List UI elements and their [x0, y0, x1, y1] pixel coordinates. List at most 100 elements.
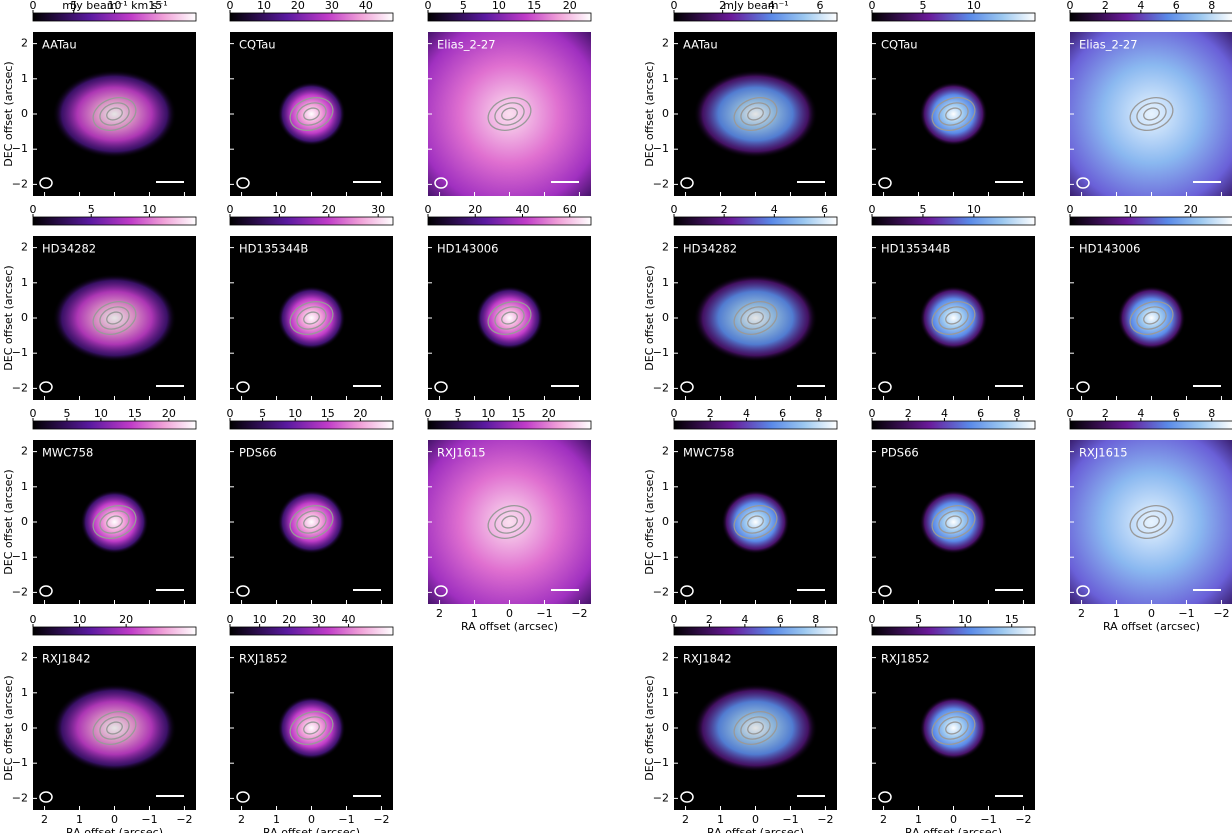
- panel-name: AATau: [683, 38, 718, 52]
- panel-name: HD135344B: [239, 242, 308, 256]
- beam: [878, 381, 892, 393]
- y-tick-label: 0: [662, 721, 669, 734]
- x-axis-label: RA offset (arcsec): [905, 826, 1002, 833]
- colorbar-tick-label: 2: [707, 407, 714, 420]
- contour: [99, 510, 130, 534]
- contour: [106, 515, 123, 529]
- contour: [931, 97, 976, 131]
- contour: [740, 102, 771, 126]
- colorbar-tick-label: 0: [869, 613, 876, 626]
- colorbar: [229, 420, 394, 430]
- y-tick-label: −1: [12, 346, 28, 359]
- contour: [92, 505, 137, 539]
- colorbar-label: mJy beam⁻¹ km s⁻¹: [62, 0, 167, 12]
- colorbar-tick-label: 10: [967, 0, 981, 12]
- x-tick-label: 1: [717, 813, 724, 826]
- emission: [1070, 440, 1232, 604]
- colorbar-tick-label: 4: [741, 613, 748, 626]
- colorbar-tick-label: 4: [1137, 0, 1144, 12]
- y-axis-label: DEC offset (arcsec): [2, 265, 15, 370]
- emission: [277, 696, 346, 760]
- colorbar-tick-label: 8: [1013, 407, 1020, 420]
- y-tick-label: −1: [12, 550, 28, 563]
- colorbar-tick-label: 6: [821, 203, 828, 216]
- contour: [92, 301, 137, 335]
- colorbar-tick-label: 30: [312, 613, 326, 626]
- colorbar: [427, 420, 592, 430]
- colorbar: [1069, 216, 1232, 226]
- beam: [878, 585, 892, 597]
- emission: [277, 490, 346, 554]
- y-tick-label: 2: [21, 37, 28, 50]
- colorbar: [1069, 12, 1232, 22]
- colorbar-tick-label: 5: [460, 0, 467, 12]
- colorbar-tick-label: 0: [30, 203, 37, 216]
- contour: [92, 711, 137, 745]
- contour: [303, 311, 320, 325]
- contour: [1129, 301, 1174, 335]
- panel-name: PDS66: [881, 446, 919, 460]
- contour: [106, 721, 123, 735]
- y-tick-label: 2: [662, 651, 669, 664]
- x-tick-label: −2: [571, 607, 587, 620]
- colorbar-tick-label: 10: [73, 613, 87, 626]
- panel-name: RXJ1615: [1079, 446, 1128, 460]
- contour: [938, 510, 969, 534]
- colorbar: [32, 12, 197, 22]
- contour: [501, 107, 518, 121]
- colorbar-tick-label: 0: [227, 203, 234, 216]
- emission: [428, 32, 591, 196]
- colorbar-tick-label: 0: [1067, 203, 1074, 216]
- colorbar: [871, 216, 1036, 226]
- y-axis-label: DEC offset (arcsec): [2, 61, 15, 166]
- x-axis-label: RA offset (arcsec): [263, 826, 360, 833]
- x-tick-label: 0: [111, 813, 118, 826]
- colorbar-tick-label: 10: [1123, 203, 1137, 216]
- y-tick-label: 2: [662, 37, 669, 50]
- colorbar-tick-label: 40: [342, 613, 356, 626]
- y-tick-label: −2: [12, 177, 28, 190]
- contour: [106, 311, 123, 325]
- y-tick-label: 1: [21, 276, 28, 289]
- y-axis-label: DEC offset (arcsec): [2, 469, 15, 574]
- contour: [494, 510, 525, 534]
- colorbar: [871, 420, 1036, 430]
- colorbar-tick-label: 20: [282, 613, 296, 626]
- y-axis-label: DEC offset (arcsec): [643, 61, 656, 166]
- emission: [1070, 32, 1232, 196]
- contour: [296, 102, 327, 126]
- x-axis-label: RA offset (arcsec): [461, 620, 558, 633]
- colorbar: [871, 626, 1036, 636]
- beam: [680, 381, 694, 393]
- panel-name: RXJ1842: [42, 652, 91, 666]
- x-tick-label: −1: [141, 813, 157, 826]
- beam: [236, 381, 250, 393]
- panel-name: HD34282: [42, 242, 96, 256]
- colorbar-tick-label: 5: [63, 407, 70, 420]
- colorbar-tick-label: 2: [719, 0, 726, 12]
- colorbar-tick-label: 20: [353, 407, 367, 420]
- contour: [501, 311, 518, 325]
- colorbar-tick-label: 0: [671, 407, 678, 420]
- colorbar: [229, 216, 394, 226]
- colorbar-tick-label: 20: [563, 0, 577, 12]
- colorbar: [871, 12, 1036, 22]
- colorbar-tick-label: 40: [359, 0, 373, 12]
- colorbar-tick-label: 0: [869, 407, 876, 420]
- colorbar-tick-label: 5: [919, 203, 926, 216]
- x-tick-label: −1: [980, 813, 996, 826]
- y-tick-label: −2: [653, 177, 669, 190]
- x-tick-label: 1: [915, 813, 922, 826]
- colorbar-tick-label: 0: [671, 613, 678, 626]
- colorbar-tick-label: 20: [119, 613, 133, 626]
- colorbar: [427, 216, 592, 226]
- colorbar-tick-label: 10: [142, 203, 156, 216]
- x-tick-label: 1: [1113, 607, 1120, 620]
- y-tick-label: −1: [12, 142, 28, 155]
- colorbar-tick-label: 8: [1208, 0, 1215, 12]
- y-tick-label: −2: [12, 791, 28, 804]
- y-tick-label: 1: [21, 72, 28, 85]
- y-tick-label: −2: [653, 791, 669, 804]
- contour: [487, 505, 532, 539]
